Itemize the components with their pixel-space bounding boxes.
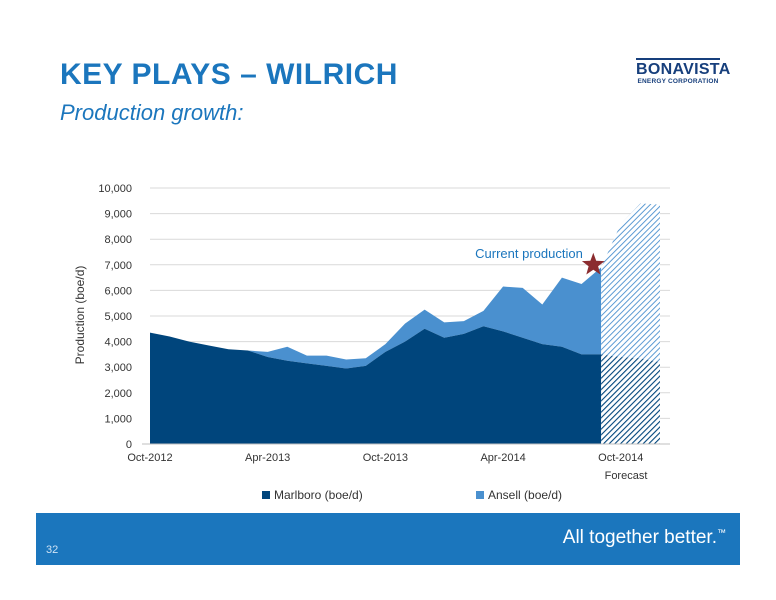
page-title: KEY PLAYS – WILRICH (60, 58, 398, 91)
x-tick-label: Oct-2014 (598, 452, 643, 464)
logo-tagline: ENERGY CORPORATION (637, 78, 719, 85)
x-tick-label: Oct-2013 (363, 452, 408, 464)
footer-bar: All together better.™ 32 (36, 513, 740, 565)
legend-swatch-ansell (476, 491, 484, 499)
legend-ansell: Ansell (boe/d) (476, 488, 562, 502)
area-layer (150, 203, 660, 444)
company-logo: BONAVISTA ENERGY CORPORATION (636, 58, 730, 85)
production-chart: 0 1,000 2,000 3,000 4,000 5,000 6,000 7,000 8,00… (73, 183, 670, 482)
y-tick-label: 3,000 (104, 362, 132, 374)
legend-label-ansell: Ansell (boe/d) (488, 488, 563, 502)
page-subtitle: Production growth: (60, 100, 244, 125)
y-tick-label: 1,000 (104, 413, 132, 425)
y-tick-label: 7,000 (104, 260, 132, 272)
tagline-text: All together better. (562, 527, 717, 548)
y-tick-label: 0 (126, 439, 132, 451)
legend-label-marlboro: Marlboro (boe/d) (274, 488, 363, 502)
marlboro-forecast-area (601, 354, 660, 444)
y-tick-label: 6,000 (104, 285, 132, 297)
y-tick-label: 8,000 (104, 234, 132, 246)
logo-name: BONAVISTA (636, 58, 730, 79)
tagline: All together better.™ (563, 527, 726, 549)
y-tick-label: 9,000 (104, 209, 132, 221)
forecast-label: Forecast (605, 470, 648, 482)
axis-layer: 0 1,000 2,000 3,000 4,000 5,000 6,000 7,000 8,00… (98, 183, 670, 464)
y-tick-label: 2,000 (104, 388, 132, 400)
x-tick-label: Apr-2014 (480, 452, 525, 464)
current-production-star (581, 252, 605, 275)
y-tick-label: 4,000 (104, 337, 132, 349)
trademark-symbol: ™ (717, 527, 726, 538)
x-tick-label: Apr-2013 (245, 452, 290, 464)
page-number: 32 (46, 544, 59, 556)
ansell-area-series (150, 267, 602, 369)
x-tick-label: Oct-2012 (127, 452, 172, 464)
legend-swatch-marlboro (262, 491, 270, 499)
legend-marlboro: Marlboro (boe/d) (262, 488, 363, 502)
y-axis-label: Production (boe/d) (73, 266, 87, 365)
marlboro-area-series (150, 326, 602, 444)
y-tick-label: 5,000 (104, 311, 132, 323)
y-tick-label: 10,000 (98, 183, 132, 195)
ansell-forecast-area (601, 203, 660, 363)
current-production-annotation: Current production (475, 246, 583, 261)
